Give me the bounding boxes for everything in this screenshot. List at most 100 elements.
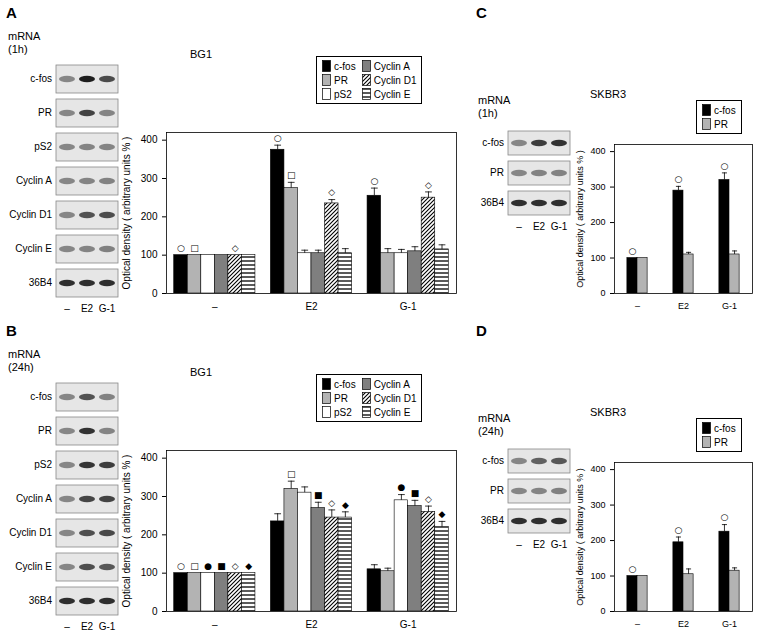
svg-text:pS2: pS2 (34, 459, 52, 470)
svg-text:□: □ (287, 469, 296, 479)
svg-text:–: – (64, 303, 70, 314)
html-text:c-fos: c-fos (334, 60, 356, 72)
svg-text:0: 0 (152, 288, 158, 299)
svg-text:400: 400 (590, 146, 605, 156)
svg-text:c-fos: c-fos (482, 137, 504, 148)
svg-text:○: ○ (629, 564, 637, 574)
svg-text:G-1: G-1 (722, 301, 737, 311)
svg-text:◇: ◇ (425, 180, 432, 190)
svg-text:c-fos: c-fos (482, 455, 504, 466)
svg-text:PR: PR (490, 485, 504, 496)
svg-text:pS2: pS2 (34, 141, 52, 152)
svg-text:c-fos: c-fos (30, 391, 52, 402)
svg-text:100: 100 (590, 253, 605, 263)
svg-text:○: ○ (721, 161, 729, 171)
svg-text:●: ● (397, 482, 405, 492)
svg-text:36B4: 36B4 (29, 595, 53, 606)
svg-text:E2: E2 (533, 221, 546, 232)
svg-text:PR: PR (38, 425, 52, 436)
svg-text:Cyclin D1: Cyclin D1 (9, 209, 52, 220)
svg-text:300: 300 (141, 491, 158, 502)
svg-text:○: ○ (177, 243, 185, 253)
svg-text:100: 100 (141, 567, 158, 578)
svg-text:0: 0 (600, 606, 605, 616)
svg-text:–: – (635, 619, 640, 629)
svg-text:300: 300 (141, 173, 158, 184)
svg-text:200: 200 (590, 217, 605, 227)
svg-text:●: ● (204, 561, 212, 571)
svg-text:Optical density ( arbitrary un: Optical density ( arbitrary units % ) (121, 137, 132, 290)
svg-text:◇: ◇ (425, 494, 432, 504)
svg-text:G-1: G-1 (551, 539, 568, 550)
svg-text:■: ■ (217, 561, 226, 571)
svg-text:Cyclin E: Cyclin E (15, 561, 52, 572)
svg-text:300: 300 (590, 500, 605, 510)
svg-text:Cyclin A: Cyclin A (16, 175, 52, 186)
svg-text:G-1: G-1 (99, 303, 116, 314)
svg-text:G-1: G-1 (722, 619, 737, 629)
svg-text:200: 200 (590, 535, 605, 545)
svg-text:Optical density ( arbitrary un: Optical density ( arbitrary units % ) (575, 150, 585, 288)
svg-text:–: – (516, 539, 522, 550)
svg-text:E2: E2 (305, 301, 318, 312)
svg-text:400: 400 (141, 134, 158, 145)
svg-text:200: 200 (141, 211, 158, 222)
svg-text:E2: E2 (678, 619, 689, 629)
svg-text:–: – (516, 221, 522, 232)
html-text:(1h): (1h) (8, 43, 28, 55)
svg-text:–: – (212, 619, 218, 630)
svg-text:300: 300 (590, 182, 605, 192)
svg-text:E2: E2 (81, 621, 94, 632)
svg-text:36B4: 36B4 (481, 197, 505, 208)
svg-text:◇: ◇ (328, 187, 335, 197)
svg-text:◆: ◆ (439, 509, 446, 519)
svg-text:○: ○ (274, 133, 282, 143)
svg-text:G-1: G-1 (400, 619, 417, 630)
svg-text:–: – (212, 301, 218, 312)
svg-text:◇: ◇ (232, 561, 239, 571)
svg-text:36B4: 36B4 (29, 277, 53, 288)
svg-text:Optical density ( arbitrary un: Optical density ( arbitrary units % ) (121, 455, 132, 608)
svg-text:E2: E2 (678, 301, 689, 311)
svg-text:◆: ◆ (342, 500, 349, 510)
html-text:mRNA: mRNA (8, 30, 41, 42)
svg-text:○: ○ (629, 246, 637, 256)
svg-text:200: 200 (141, 529, 158, 540)
html-text:BG1: BG1 (190, 48, 212, 60)
svg-text:○: ○ (721, 512, 729, 522)
svg-text:G-1: G-1 (551, 221, 568, 232)
svg-text:○: ○ (177, 561, 185, 571)
svg-text:Cyclin E: Cyclin E (15, 243, 52, 254)
svg-text:■: ■ (411, 488, 420, 498)
svg-text:36B4: 36B4 (481, 515, 505, 526)
svg-text:0: 0 (600, 288, 605, 298)
svg-text:Cyclin A: Cyclin A (16, 493, 52, 504)
svg-text:c-fos: c-fos (30, 73, 52, 84)
svg-text:G-1: G-1 (99, 621, 116, 632)
svg-text:100: 100 (590, 571, 605, 581)
svg-text:–: – (64, 621, 70, 632)
svg-text:400: 400 (141, 452, 158, 463)
svg-text:–: – (635, 301, 640, 311)
svg-text:E2: E2 (533, 539, 546, 550)
svg-text:○: ○ (675, 525, 683, 535)
svg-text:□: □ (287, 170, 296, 180)
svg-text:400: 400 (590, 464, 605, 474)
svg-text:100: 100 (141, 249, 158, 260)
svg-text:◇: ◇ (232, 243, 239, 253)
svg-text:○: ○ (370, 176, 378, 186)
svg-text:E2: E2 (305, 619, 318, 630)
svg-text:◇: ◇ (328, 498, 335, 508)
svg-text:E2: E2 (81, 303, 94, 314)
svg-text:G-1: G-1 (400, 301, 417, 312)
svg-text:0: 0 (152, 606, 158, 617)
svg-text:□: □ (190, 561, 199, 571)
svg-text:PR: PR (38, 107, 52, 118)
svg-text:○: ○ (675, 174, 683, 184)
svg-text:Cyclin D1: Cyclin D1 (9, 527, 52, 538)
svg-text:□: □ (190, 243, 199, 253)
svg-text:◆: ◆ (245, 561, 252, 571)
svg-text:PR: PR (490, 167, 504, 178)
svg-text:Optical density ( arbitrary un: Optical density ( arbitrary units % ) (575, 468, 585, 606)
svg-text:■: ■ (314, 490, 323, 500)
